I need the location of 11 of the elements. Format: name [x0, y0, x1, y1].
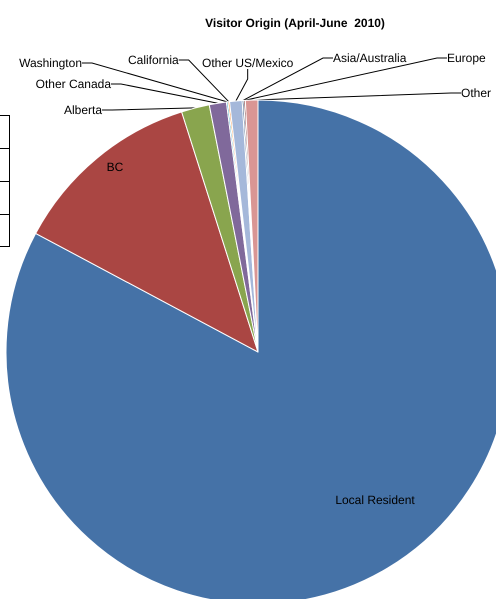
slice-label: Alberta [64, 103, 102, 117]
slice-label: Other [461, 86, 492, 100]
slice-label: Other Canada [36, 77, 112, 91]
slice-label: Europe [447, 51, 486, 65]
slice-label: Washington [19, 56, 82, 70]
slice-label: California [128, 53, 180, 67]
slice-label: BC [106, 160, 124, 174]
slice-label: Local Resident [335, 493, 416, 507]
slice-label: Asia/Australia [333, 51, 407, 65]
slice-label: Other US/Mexico [202, 56, 294, 70]
chart-title: Visitor Origin (April-June 2010) [205, 16, 385, 30]
